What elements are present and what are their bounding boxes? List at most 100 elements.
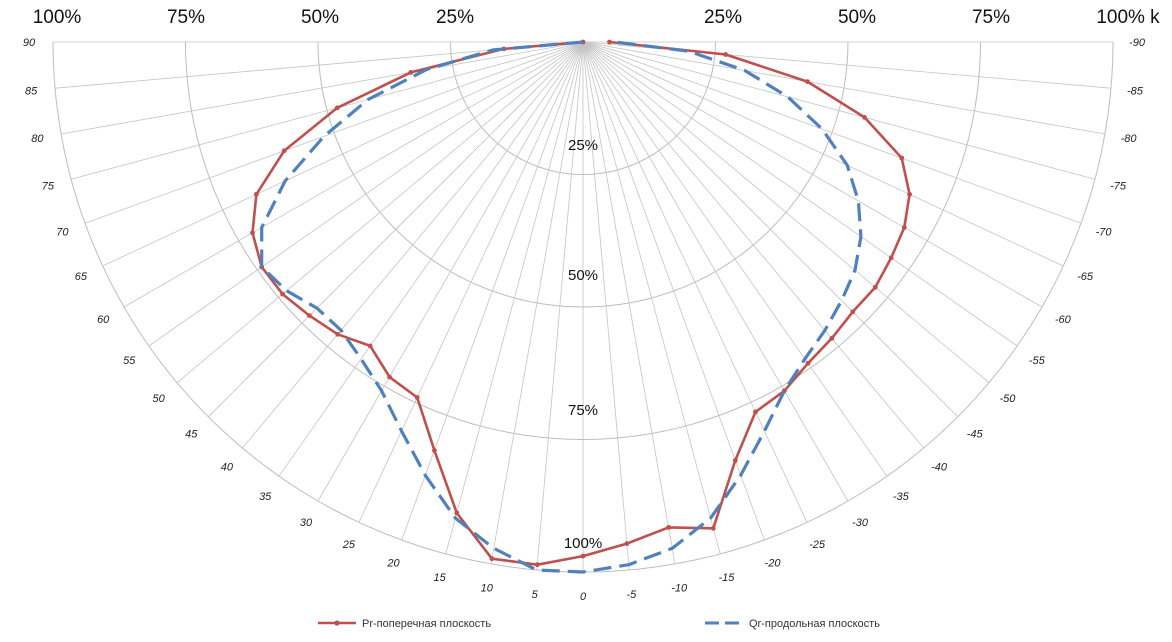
grid-spoke xyxy=(490,41,584,564)
grid-spoke xyxy=(582,41,1096,180)
grid-spoke xyxy=(84,41,584,224)
grid-spoke xyxy=(582,41,849,502)
grid-spoke xyxy=(582,41,808,523)
grid-spoke xyxy=(582,41,959,418)
data-point xyxy=(624,541,630,546)
data-point xyxy=(888,255,894,261)
grid-spoke xyxy=(241,41,584,449)
angle-tick-label: 10 xyxy=(481,583,494,595)
angle-tick-label: 20 xyxy=(386,558,400,570)
legend-entry: Pr-поперечная плоскость xyxy=(362,618,491,630)
grid-spoke xyxy=(536,41,584,571)
angle-tick-label: 70 xyxy=(56,227,69,239)
data-point xyxy=(280,291,285,297)
angle-tick-label: -90 xyxy=(1129,37,1146,49)
data-point xyxy=(607,39,612,45)
grid-spoke xyxy=(401,41,584,541)
angle-tick-label: 35 xyxy=(259,491,272,503)
grid-spoke xyxy=(176,41,584,384)
data-point xyxy=(408,70,414,75)
ring-label: 100% xyxy=(564,535,602,552)
angle-tick-label: 65 xyxy=(75,271,88,283)
data-point xyxy=(732,458,738,463)
angle-tick-label: -60 xyxy=(1055,314,1072,326)
grid-spoke xyxy=(582,41,925,449)
grid-spoke xyxy=(70,41,584,180)
data-point xyxy=(454,510,460,516)
angle-tick-label: 85 xyxy=(25,85,38,97)
grid-spoke xyxy=(582,41,765,541)
grid-spoke xyxy=(582,41,990,384)
grid-spoke xyxy=(317,41,584,502)
grid-spoke xyxy=(582,41,1043,308)
grid-spoke xyxy=(582,41,676,564)
grid-spoke xyxy=(61,41,584,135)
grid-spoke xyxy=(278,41,584,477)
grid-spoke xyxy=(445,41,584,555)
legend: Pr-поперечная плоскость Qr-продольная пло… xyxy=(318,618,880,630)
angle-tick-label: -80 xyxy=(1121,133,1138,145)
angle-tick-label: 40 xyxy=(221,461,234,473)
legend-marker xyxy=(334,620,340,626)
data-point xyxy=(805,79,810,84)
top-scale-label: 75% xyxy=(167,7,205,28)
angle-tick-label: -50 xyxy=(999,393,1016,405)
data-point xyxy=(387,374,392,380)
data-point xyxy=(710,525,716,531)
angle-tick-label: -25 xyxy=(809,539,826,551)
ring-label: 50% xyxy=(568,267,598,284)
series xyxy=(250,39,912,574)
data-point xyxy=(254,191,259,197)
grid-spoke xyxy=(207,41,584,418)
data-point xyxy=(753,409,758,415)
grid-spoke xyxy=(582,41,1064,267)
angle-tick-label: 50 xyxy=(152,393,165,405)
data-point xyxy=(367,343,373,349)
data-point xyxy=(850,309,856,315)
angle-tick-label: -30 xyxy=(852,517,869,529)
data-point xyxy=(414,395,420,400)
angle-tick-label: 25 xyxy=(342,539,356,551)
angle-tick-label: -75 xyxy=(1110,180,1127,192)
data-point xyxy=(307,313,312,318)
angle-tick-label: -70 xyxy=(1096,227,1113,239)
angle-tick-label: 90 xyxy=(23,37,36,49)
data-point xyxy=(723,52,728,57)
angle-tick-label: -85 xyxy=(1127,85,1144,97)
data-point xyxy=(805,360,811,366)
angle-tick-label: 30 xyxy=(300,517,313,529)
data-point xyxy=(907,191,912,197)
angle-tick-label: -20 xyxy=(765,558,782,570)
top-scale-label: 25% xyxy=(704,7,742,28)
grid-spoke xyxy=(582,41,721,555)
angle-tick-label: 5 xyxy=(532,589,539,601)
data-point xyxy=(534,562,540,568)
grid-spoke xyxy=(582,41,630,571)
angle-tick-label: -10 xyxy=(671,583,688,595)
data-point xyxy=(829,336,835,341)
data-point xyxy=(250,230,255,236)
angle-tick-label: 55 xyxy=(123,355,136,367)
angle-tick-label: 60 xyxy=(97,314,110,326)
data-point xyxy=(899,155,905,161)
ring-label: 75% xyxy=(568,402,598,419)
grid-spoke xyxy=(148,41,584,347)
angle-tick-label: -65 xyxy=(1077,271,1094,283)
grid-spoke xyxy=(582,41,888,477)
angle-tick-label: -35 xyxy=(893,491,910,503)
grid-spoke xyxy=(582,41,1082,224)
angle-tick-label: 0 xyxy=(580,591,587,603)
data-point xyxy=(281,148,287,154)
data-point xyxy=(432,448,437,453)
series-line-2 xyxy=(260,40,863,574)
angle-tick-label: -15 xyxy=(718,572,735,584)
data-point xyxy=(580,553,586,559)
data-point xyxy=(489,556,495,562)
grid-spoke xyxy=(582,41,1018,347)
grid-spoke xyxy=(102,41,584,267)
data-point xyxy=(334,105,340,111)
angle-tick-label: -45 xyxy=(967,429,984,441)
data-point xyxy=(666,525,671,530)
